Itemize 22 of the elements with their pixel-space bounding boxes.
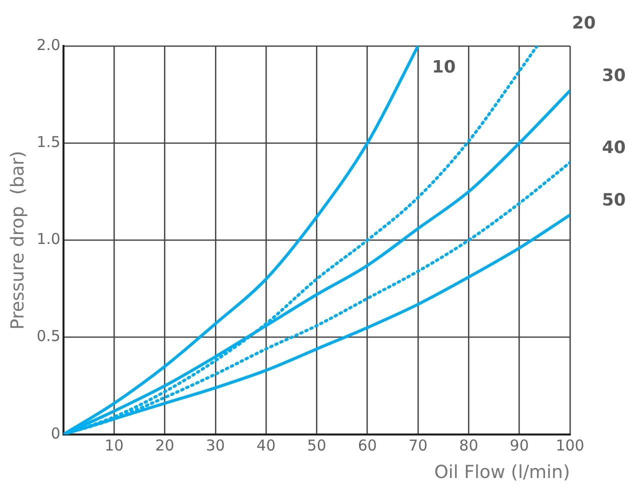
series-label: 50 xyxy=(602,190,626,210)
x-tick-label: 80 xyxy=(459,436,478,454)
x-axis-title: Oil Flow (l/min) xyxy=(434,462,570,483)
y-tick-label: 0.5 xyxy=(36,327,60,346)
y-tick-label: 1.0 xyxy=(36,230,60,248)
x-tick-label: 20 xyxy=(155,436,174,454)
x-tick-label: 100 xyxy=(556,436,584,454)
x-tick-label: 30 xyxy=(206,436,225,454)
series-label: 30 xyxy=(602,66,626,86)
x-tick-label: 40 xyxy=(256,436,276,454)
x-tick-label: 50 xyxy=(307,436,326,454)
y-tick-label: 0 xyxy=(50,424,60,442)
y-axis-title: Pressure drop (bar) xyxy=(7,150,28,330)
series-label: 10 xyxy=(432,57,456,78)
x-tick-label: 90 xyxy=(510,436,529,454)
series-label: 40 xyxy=(602,138,626,158)
x-tick-label: 60 xyxy=(358,436,377,454)
text: 20 xyxy=(572,13,596,34)
y-tick-label: 2.0 xyxy=(36,36,60,54)
x-tick-label: 70 xyxy=(408,436,428,454)
y-tick-label: 1.5 xyxy=(36,132,60,151)
x-tick-label: 10 xyxy=(104,436,124,454)
